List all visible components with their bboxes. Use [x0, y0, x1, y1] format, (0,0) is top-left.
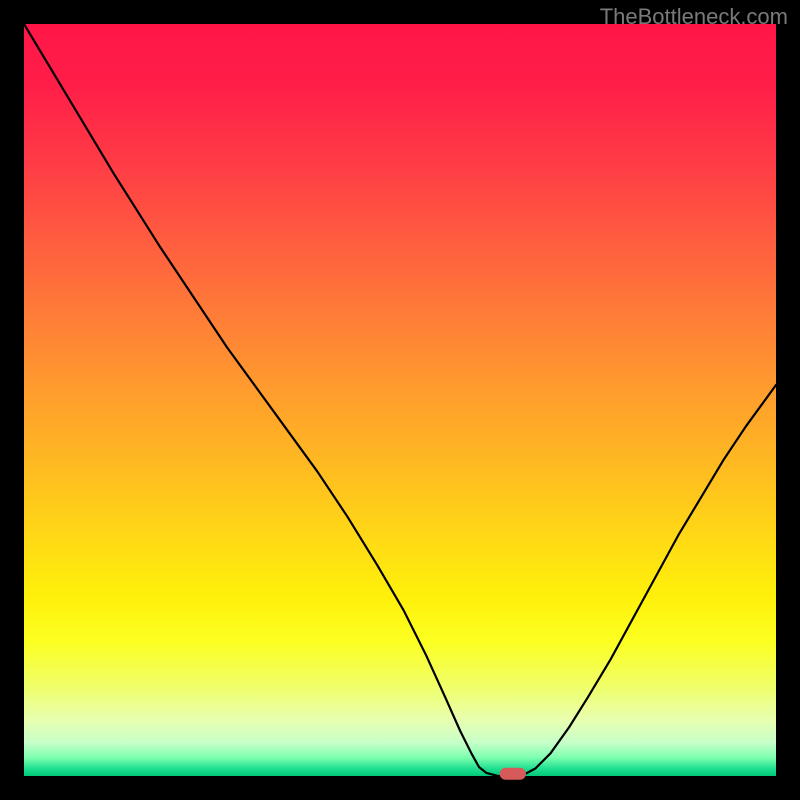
chart-svg [0, 0, 800, 800]
chart-stage: TheBottleneck.com [0, 0, 800, 800]
optimum-marker [500, 768, 526, 780]
watermark-text: TheBottleneck.com [600, 4, 788, 30]
plot-background [24, 24, 776, 776]
